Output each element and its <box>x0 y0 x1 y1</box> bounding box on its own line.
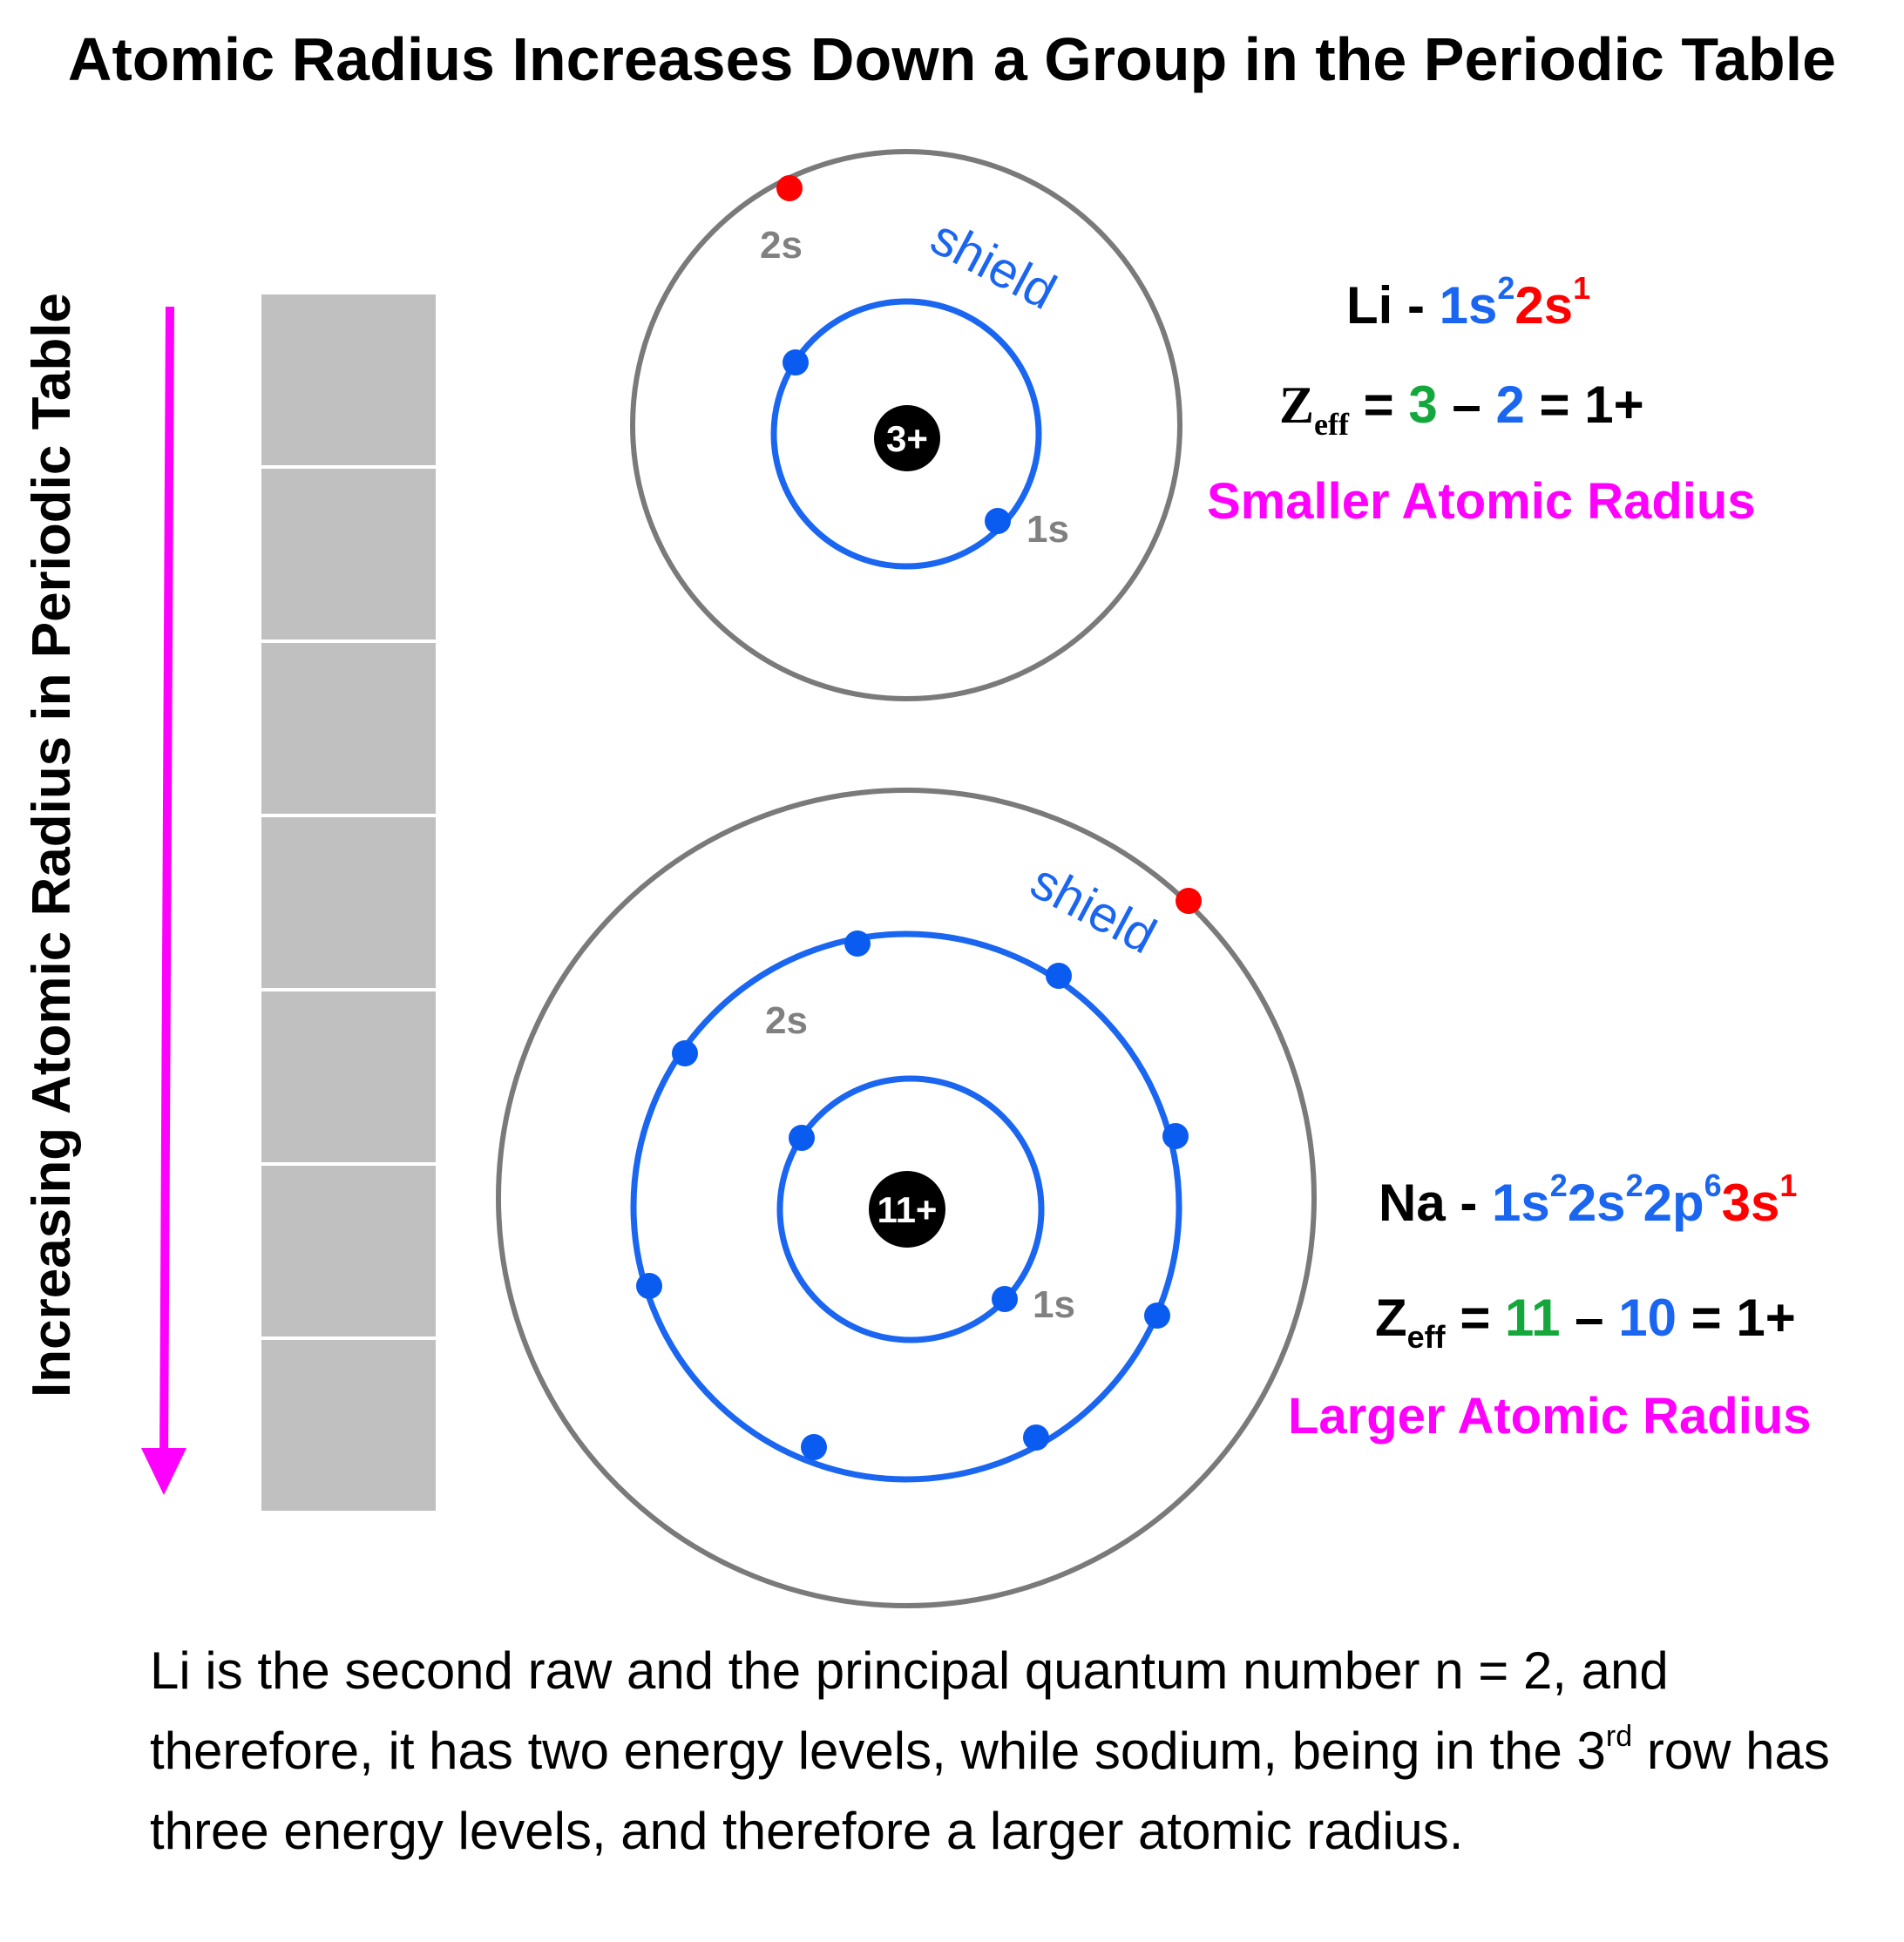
na-config-core: 1s22s22p6 <box>1492 1170 1722 1233</box>
na-2s2p-electron <box>1023 1424 1049 1451</box>
na-valence-electron <box>1176 888 1202 914</box>
li-config-symbol: Li - <box>1346 276 1440 335</box>
na-zeff-nuclear-charge: 11 <box>1505 1289 1561 1347</box>
li-zeff-sub: eff <box>1314 407 1349 442</box>
li-nucleus-charge: 3+ <box>886 418 928 459</box>
periodic-cell <box>261 469 436 639</box>
na-electron-configuration: Na - 1s22s22p63s1 <box>1379 1170 1798 1233</box>
na-1s-label: 1s <box>1033 1283 1075 1326</box>
na-2s2p-electron <box>1046 963 1072 989</box>
li-radius-label: Smaller Atomic Radius <box>1207 473 1756 530</box>
periodic-cell <box>261 1166 436 1336</box>
na-radius-label: Larger Atomic Radius <box>1288 1388 1812 1445</box>
explanation-paragraph: Li is the second raw and the principal q… <box>150 1631 1875 1871</box>
na-inner-shell-1s <box>776 1075 1045 1343</box>
na-zeff-z: Z <box>1375 1289 1407 1347</box>
periodic-cell <box>261 1340 436 1511</box>
li-zeff-result: = 1+ <box>1524 376 1644 434</box>
li-config-1s: 1s2 <box>1439 273 1515 335</box>
na-zeff-symbol: Zeff <box>1375 1289 1446 1353</box>
li-valence-electron <box>776 175 803 201</box>
na-middle-shell-2s2p <box>630 930 1182 1483</box>
li-config-2s-exp: 1 <box>1573 270 1591 306</box>
na-config-3s-text: 3s <box>1721 1174 1780 1232</box>
na-2s2p-electron <box>1144 1303 1170 1329</box>
na-config-3s-exp: 1 <box>1779 1167 1798 1203</box>
na-zeff-sub: eff <box>1406 1319 1446 1355</box>
na-shield-label: shield <box>1022 853 1165 965</box>
na-2s-label: 2s <box>765 999 808 1042</box>
li-config-1s-text: 1s <box>1439 276 1498 335</box>
li-config-2s: 2s1 <box>1514 273 1590 335</box>
periodic-cell <box>261 294 436 465</box>
na-2s2p-electron <box>844 930 871 957</box>
periodic-cell <box>261 643 436 814</box>
lithium-atom: 3+ 2s 1s shield <box>630 149 1182 701</box>
li-zeff-minus: – <box>1437 376 1496 434</box>
na-2s2p-electron <box>672 1040 698 1066</box>
na-zeff-result: = 1+ <box>1676 1289 1796 1347</box>
li-zeff-eq: = <box>1349 376 1409 434</box>
li-config-1s-exp: 2 <box>1497 270 1515 306</box>
li-inner-shell-1s <box>770 298 1042 570</box>
li-zeff-z: Z <box>1279 376 1315 434</box>
li-zeff-equation: Zeff = 3 – 2 = 1+ <box>1279 375 1644 440</box>
li-1s-label: 1s <box>1027 508 1069 551</box>
increasing-radius-arrow <box>141 306 186 1495</box>
na-zeff-shielding: 10 <box>1618 1289 1677 1347</box>
periodic-cell <box>261 991 436 1162</box>
na-zeff-minus: – <box>1560 1289 1619 1347</box>
na-config-1s-text: 1s <box>1492 1174 1550 1232</box>
periodic-cell <box>261 817 436 988</box>
arrow-head <box>141 1448 186 1495</box>
li-zeff-shielding: 2 <box>1495 376 1525 434</box>
na-zeff-equation: Zeff = 11 – 10 = 1+ <box>1375 1288 1796 1353</box>
li-outer-shell-2s <box>630 149 1182 701</box>
na-1s-electron <box>789 1125 815 1151</box>
na-2s2p-electron <box>801 1434 827 1460</box>
li-1s-electron <box>783 349 809 376</box>
page-title: Atomic Radius Increases Down a Group in … <box>67 25 1837 93</box>
explanation-text-part2: row has three energy levels, and therefo… <box>150 1722 1830 1860</box>
li-zeff-nuclear-charge: 3 <box>1408 376 1438 434</box>
na-2s2p-electron <box>1162 1123 1189 1149</box>
na-2s2p-electron <box>636 1273 662 1299</box>
na-zeff-eq: = <box>1445 1289 1506 1347</box>
na-config-symbol: Na - <box>1379 1174 1493 1232</box>
na-nucleus-charge: 11+ <box>877 1189 938 1230</box>
na-config-2s-exp: 2 <box>1625 1167 1643 1203</box>
na-config-2p-exp: 6 <box>1704 1167 1722 1203</box>
periodic-group-column <box>261 294 436 1511</box>
arrow-shaft <box>159 306 174 1465</box>
explanation-ordinal-suffix: rd <box>1605 1720 1633 1753</box>
na-config-2p-text: 2p <box>1643 1174 1704 1232</box>
li-config-2s-text: 2s <box>1514 276 1574 335</box>
sodium-atom: 11+ 2s 1s shield <box>496 788 1317 1608</box>
li-1s-electron <box>985 508 1011 534</box>
na-1s-electron <box>992 1286 1018 1312</box>
na-nucleus <box>869 1171 945 1248</box>
na-config-1s-exp: 2 <box>1549 1167 1568 1203</box>
na-config-2s-text: 2s <box>1567 1174 1626 1232</box>
na-config-3s: 3s1 <box>1721 1170 1798 1233</box>
li-2s-label: 2s <box>760 224 803 267</box>
li-nucleus <box>874 405 940 471</box>
na-outer-shell-3s <box>496 788 1317 1608</box>
li-zeff-symbol: Zeff <box>1279 376 1349 440</box>
li-electron-configuration: Li - 1s22s1 <box>1346 273 1590 335</box>
explanation-text-part1: Li is the second raw and the principal q… <box>150 1641 1669 1780</box>
